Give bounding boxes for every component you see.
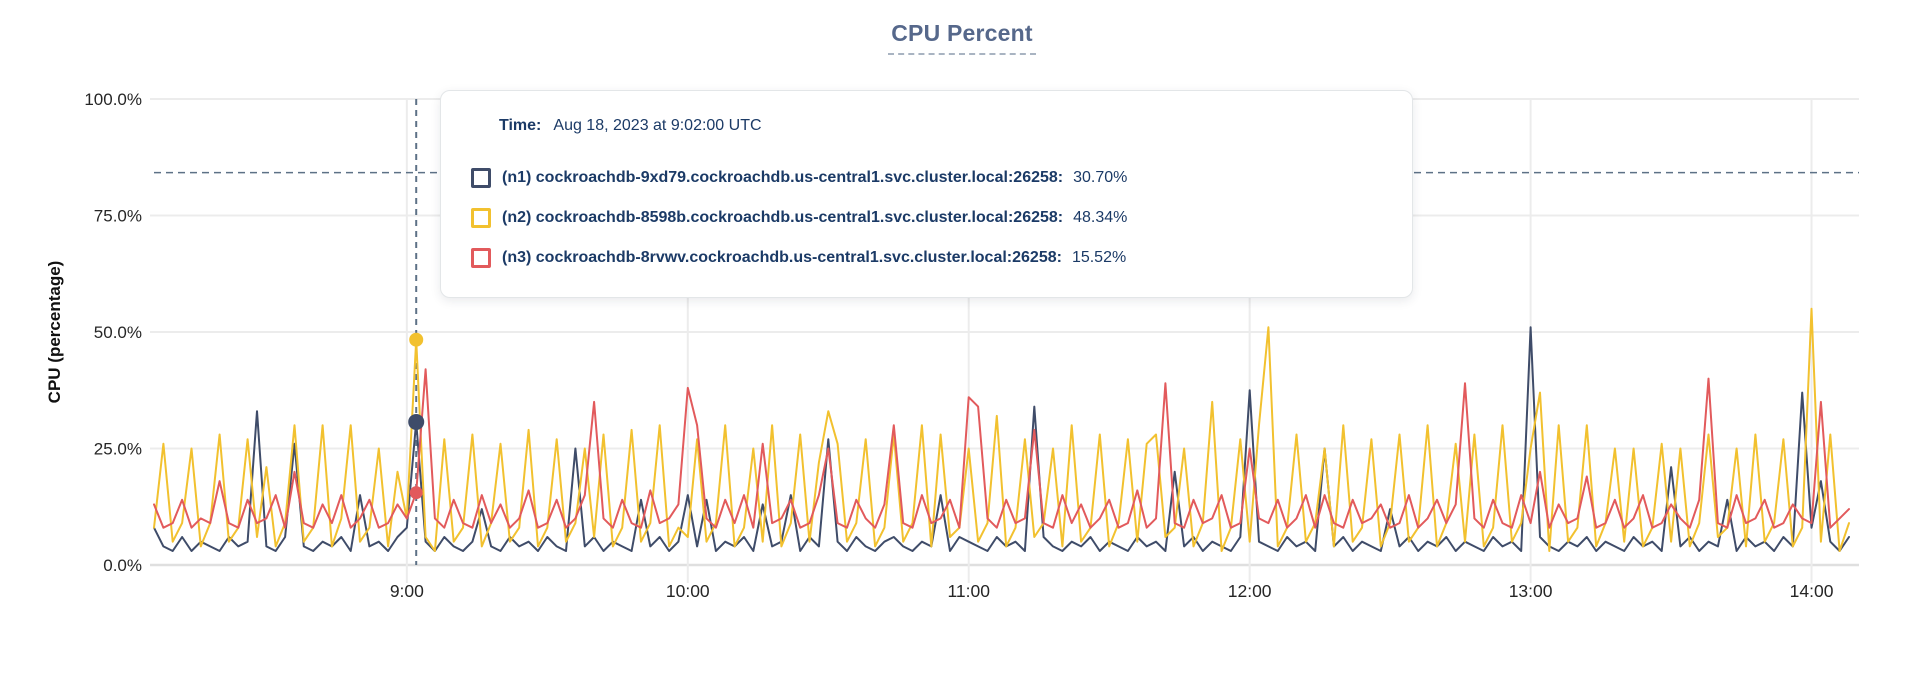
tooltip-n2-host: (n2) cockroachdb-8598b.cockroachdb.us-ce… bbox=[502, 209, 1064, 226]
tooltip-row-n3: (n3) cockroachdb-8rvwv.cockroachdb.us-ce… bbox=[471, 247, 1382, 269]
chart-title-wrap: CPU Percent bbox=[0, 20, 1924, 55]
tooltip-row-n1: (n1) cockroachdb-9xd79.cockroachdb.us-ce… bbox=[471, 167, 1382, 189]
chart-title[interactable]: CPU Percent bbox=[888, 20, 1036, 55]
tooltip-row-n2: (n2) cockroachdb-8598b.cockroachdb.us-ce… bbox=[471, 207, 1382, 229]
tooltip-n3-host: (n3) cockroachdb-8rvwv.cockroachdb.us-ce… bbox=[502, 249, 1062, 266]
tooltip-n2-value: 48.34% bbox=[1073, 209, 1128, 226]
tooltip-n3-value: 15.52% bbox=[1071, 249, 1127, 266]
tooltip-time-label: Time: bbox=[499, 117, 542, 134]
y-tick-label: 100.0% bbox=[84, 90, 142, 109]
x-tick-label: 10:00 bbox=[666, 581, 710, 601]
x-tick-label: 11:00 bbox=[947, 581, 990, 601]
x-tick-label: 14:00 bbox=[1790, 581, 1834, 601]
hover-dot-n3 bbox=[409, 486, 423, 500]
series-n3-swatch-icon bbox=[471, 248, 491, 268]
tooltip-n1-value: 30.70% bbox=[1073, 169, 1128, 186]
series-line-n2 bbox=[153, 307, 1850, 552]
y-tick-label: 75.0% bbox=[94, 207, 142, 226]
hover-tooltip: Time: Aug 18, 2023 at 9:02:00 UTC (n1) co… bbox=[440, 90, 1413, 298]
tooltip-time-row: Time: Aug 18, 2023 at 9:02:00 UTC bbox=[499, 115, 1382, 137]
series-line-n1 bbox=[153, 326, 1850, 552]
series-line-n3 bbox=[153, 368, 1850, 529]
series-n1-swatch-icon bbox=[471, 168, 491, 188]
y-tick-label: 0.0% bbox=[103, 556, 142, 575]
y-tick-label: 25.0% bbox=[94, 440, 142, 459]
y-tick-label: 50.0% bbox=[94, 323, 142, 342]
x-tick-label: 9:00 bbox=[390, 581, 424, 601]
hover-dot-n2 bbox=[409, 332, 424, 347]
x-tick-label: 12:00 bbox=[1228, 581, 1272, 601]
tooltip-time-value: Aug 18, 2023 at 9:02:00 UTC bbox=[553, 117, 762, 134]
series-n2-swatch-icon bbox=[471, 208, 491, 228]
hover-dot-n1 bbox=[408, 413, 425, 430]
x-tick-label: 13:00 bbox=[1509, 581, 1553, 601]
tooltip-n1-host: (n1) cockroachdb-9xd79.cockroachdb.us-ce… bbox=[502, 169, 1064, 186]
